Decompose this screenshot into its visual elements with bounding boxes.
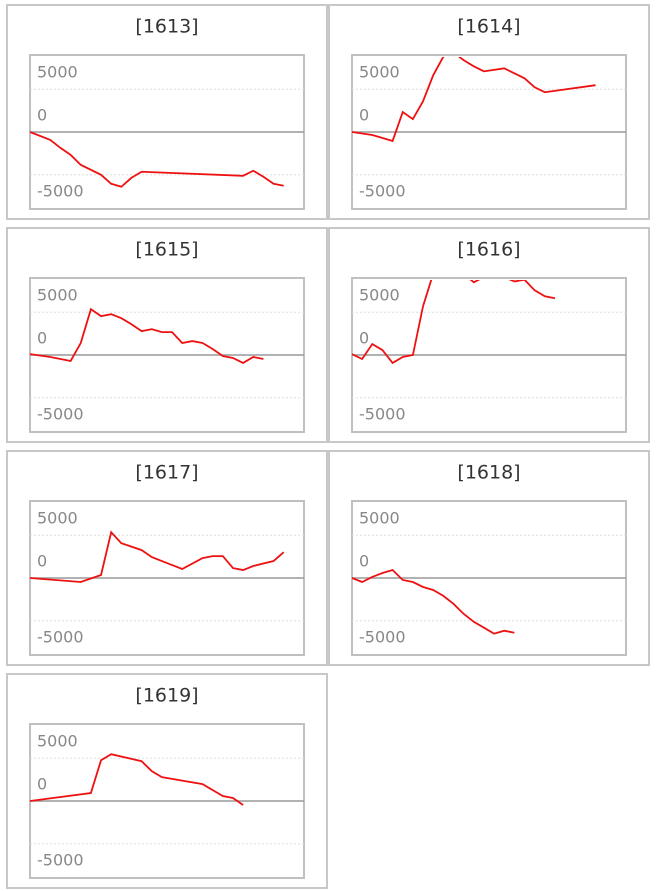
chart-panel: [1613] 5000 0 -5000 xyxy=(6,4,328,220)
data-line xyxy=(352,569,515,635)
y-tick-label: -5000 xyxy=(37,850,84,869)
y-tick-label: -5000 xyxy=(359,181,406,200)
y-tick-label: -5000 xyxy=(37,404,84,423)
chart-panel: [1616] 5000 0 -5000 xyxy=(328,227,650,443)
y-tick-label: 0 xyxy=(37,552,47,571)
y-tick-label: 5000 xyxy=(359,63,400,82)
y-tick-label: 0 xyxy=(37,329,47,348)
chart-title: [1613] xyxy=(135,16,198,38)
data-line xyxy=(352,57,596,143)
y-tick-label: -5000 xyxy=(359,404,406,423)
chart-title: [1619] xyxy=(135,685,198,707)
chart-title: [1614] xyxy=(457,16,520,38)
y-tick-label: 5000 xyxy=(37,286,78,305)
chart-panel: [1617] 5000 0 -5000 xyxy=(6,450,328,666)
chart-title: [1617] xyxy=(135,462,198,484)
chart-title: [1618] xyxy=(457,462,520,484)
y-tick-label: 0 xyxy=(37,106,47,125)
y-tick-label: 5000 xyxy=(359,286,400,305)
y-tick-label: 5000 xyxy=(359,509,400,528)
y-tick-label: 5000 xyxy=(37,732,78,751)
y-tick-label: -5000 xyxy=(359,627,406,646)
y-tick-label: -5000 xyxy=(37,627,84,646)
data-line xyxy=(30,131,284,188)
data-line xyxy=(30,530,285,583)
y-tick-label: -5000 xyxy=(37,181,84,200)
chart-panel: [1614] 5000 0 -5000 xyxy=(328,4,650,220)
y-tick-label: 0 xyxy=(359,329,369,348)
y-tick-label: 5000 xyxy=(37,509,78,528)
y-tick-label: 0 xyxy=(359,106,369,125)
chart-panel: [1618] 5000 0 -5000 xyxy=(328,450,650,666)
data-line xyxy=(30,307,264,364)
chart-title: [1616] xyxy=(457,239,520,261)
chart-panel: [1615] 5000 0 -5000 xyxy=(6,227,328,443)
chart-title: [1615] xyxy=(135,239,198,261)
y-tick-label: 0 xyxy=(37,775,47,794)
data-line xyxy=(352,280,556,365)
chart-panel: [1619] 5000 0 -5000 xyxy=(6,673,328,889)
data-line xyxy=(30,753,244,806)
y-tick-label: 0 xyxy=(359,552,369,571)
y-tick-label: 5000 xyxy=(37,63,78,82)
